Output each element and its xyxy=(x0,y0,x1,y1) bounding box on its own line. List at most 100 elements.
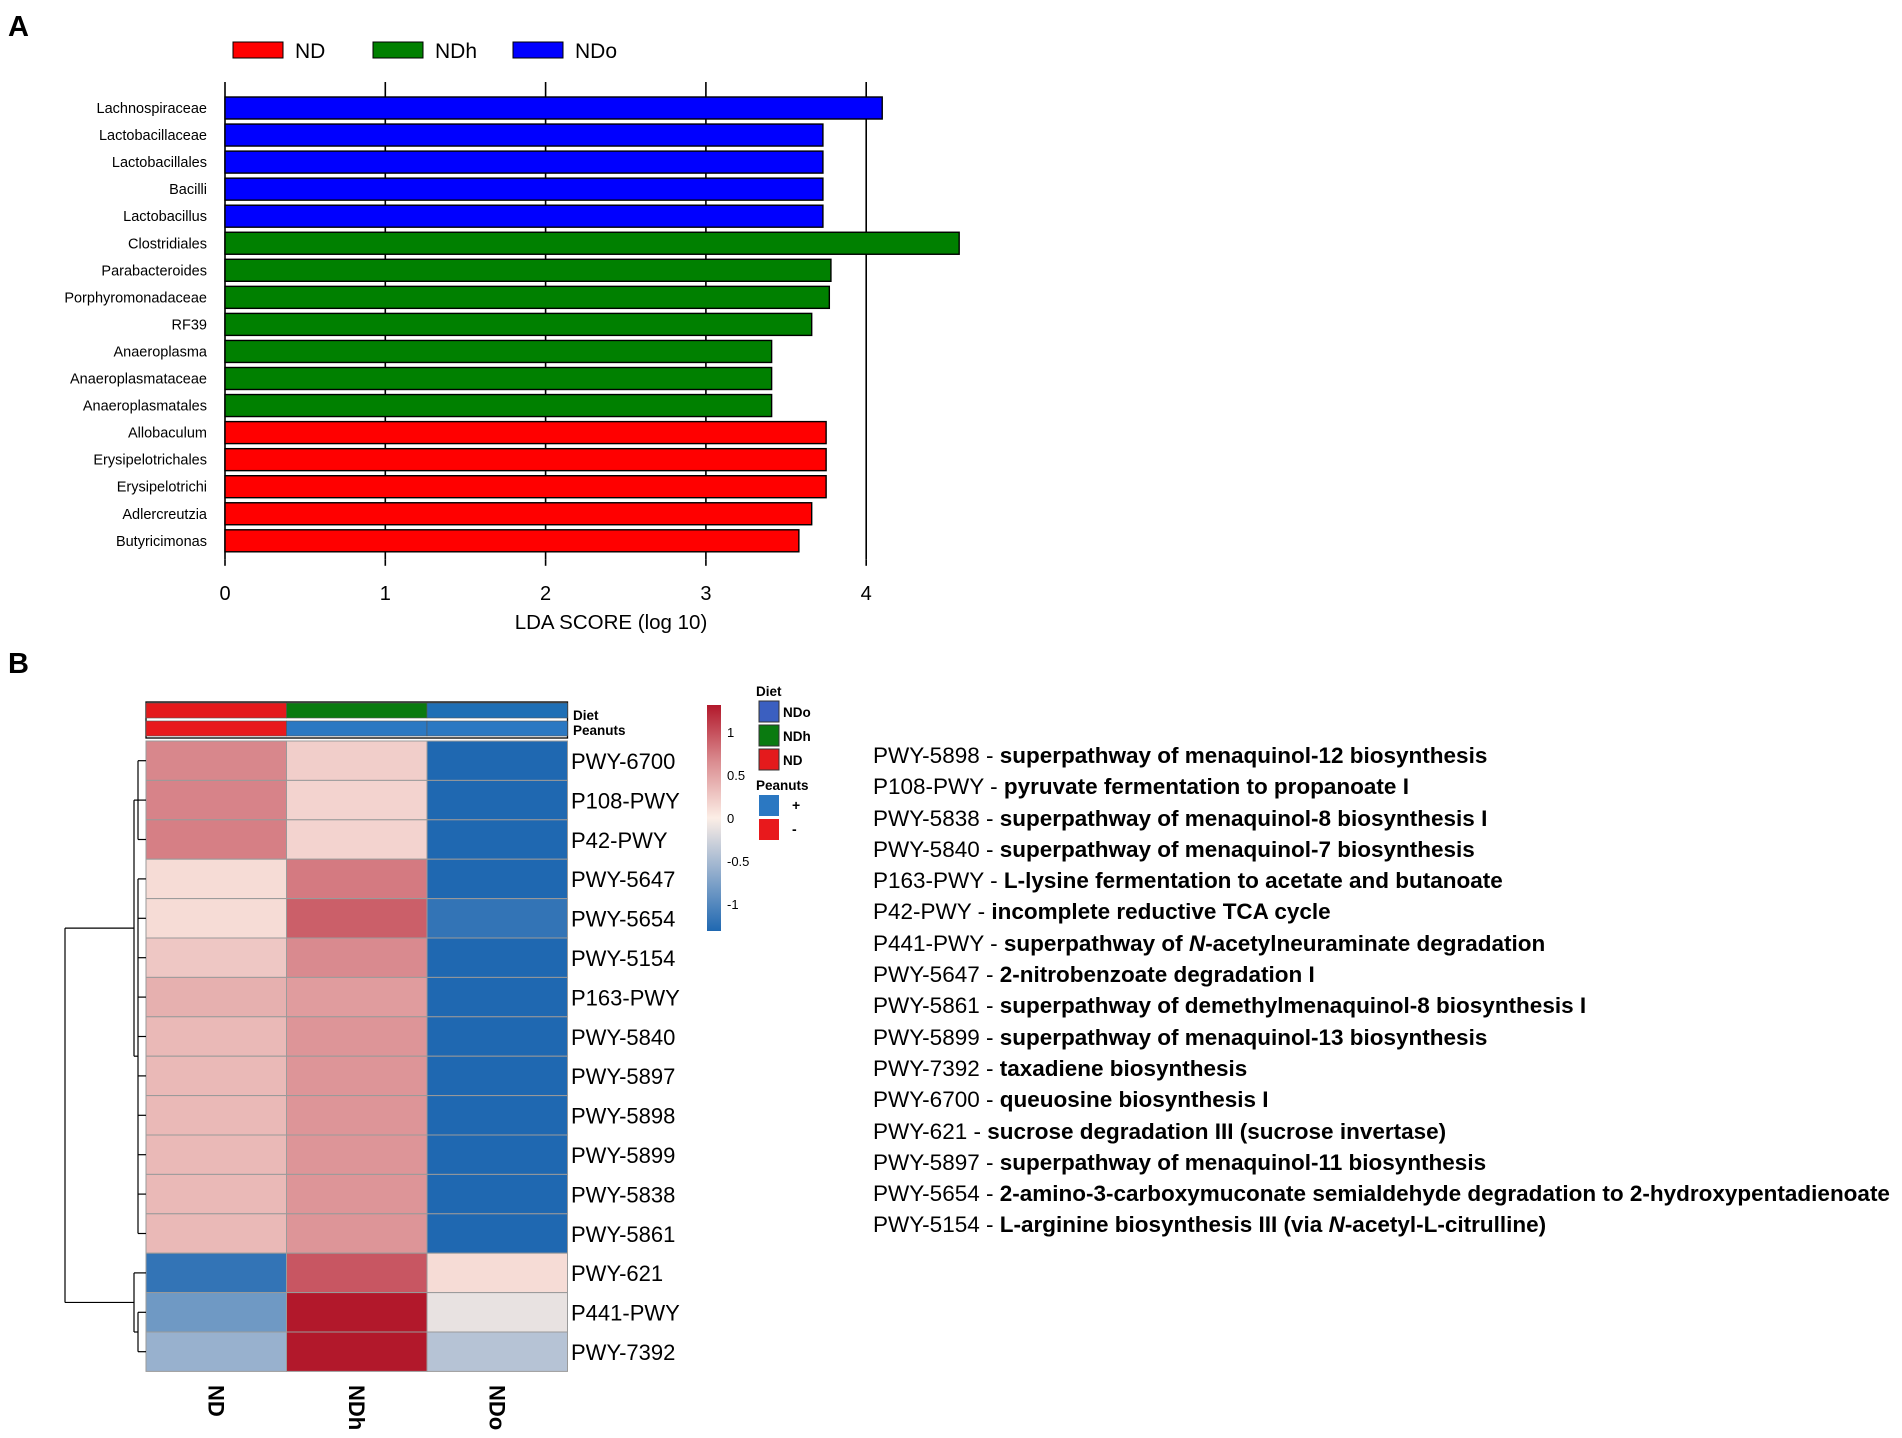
pathway-name-part: taxadiene biosynthesis xyxy=(999,1055,1248,1081)
pathway-name-part: -acetyl-L-citrulline) xyxy=(1344,1212,1547,1238)
pathway-code: PWY-5654 - xyxy=(873,1181,1000,1207)
heat-row-label-pwy-5154: PWY-5154 xyxy=(571,946,675,971)
pathway-row: PWY-5897 - superpathway of menaquinol-11… xyxy=(873,1147,1893,1178)
heat-cell xyxy=(145,1055,287,1097)
bar-porphyromonadaceae xyxy=(224,285,831,310)
bar-label-erysipelotrichales: Erysipelotrichales xyxy=(93,453,207,469)
heat-cell xyxy=(426,740,568,781)
pathway-code: PWY-5897 - xyxy=(873,1149,1000,1175)
peanuts-legend-swatch-minus xyxy=(759,819,779,840)
heat-cell xyxy=(426,1095,568,1136)
heat-cell xyxy=(145,858,287,900)
heat-cell xyxy=(145,1213,287,1254)
bar-lactobacillales xyxy=(224,150,824,174)
bar-bacilli xyxy=(224,177,824,201)
pathway-row: PWY-5838 - superpathway of menaquinol-8 … xyxy=(873,803,1893,834)
pathway-row: PWY-5861 - superpathway of demethylmenaq… xyxy=(873,990,1893,1021)
pathway-name: 2-amino-3-carboxymuconate semialdehyde d… xyxy=(1000,1181,1890,1206)
pathway-code: P42-PWY - xyxy=(873,899,992,925)
pathway-row: P441-PWY - superpathway of N-acetylneura… xyxy=(873,928,1893,959)
pathway-name-part: incomplete reductive TCA cycle xyxy=(991,899,1331,925)
bar-anaeroplasmataceae xyxy=(224,366,773,391)
pathway-row: PWY-5654 - 2-amino-3-carboxymuconate sem… xyxy=(873,1178,1893,1209)
panel-label-a: A xyxy=(8,11,29,43)
pathway-row: PWY-5154 - L-arginine biosynthesis III (… xyxy=(873,1209,1893,1240)
peanuts-legend-title: Peanuts xyxy=(756,778,809,793)
pathway-code: PWY-5898 - xyxy=(873,743,1000,768)
heat-cell xyxy=(426,819,568,860)
heat-cell xyxy=(145,819,287,860)
bar-label-parabacteroides: Parabacteroides xyxy=(101,263,207,279)
heat-cell xyxy=(145,779,287,821)
heat-cell xyxy=(145,1252,287,1294)
colorbar-tick-label: 0.5 xyxy=(727,768,745,783)
diet-legend-title: Diet xyxy=(756,684,782,699)
pathway-name-part: 2-nitrobenzoate degradation I xyxy=(999,962,1315,988)
heat-row-label-pwy-6700: PWY-6700 xyxy=(571,749,675,774)
pathway-code: PWY-5840 - xyxy=(873,836,1000,862)
heat-cell xyxy=(426,1134,568,1175)
pathway-name-part: superpathway of menaquinol-8 biosynthesi… xyxy=(999,805,1488,831)
heat-cell xyxy=(145,1016,287,1057)
panel-label-b: B xyxy=(8,648,29,680)
heat-cell xyxy=(145,740,287,781)
heat-cell xyxy=(426,1331,568,1372)
heat-cell xyxy=(426,937,568,978)
heat-cell xyxy=(426,779,568,821)
pathway-row: PWY-5840 - superpathway of menaquinol-7 … xyxy=(873,834,1893,865)
heat-cell xyxy=(145,898,287,939)
peanuts-annotation-plus xyxy=(286,720,428,737)
heat-cell xyxy=(286,1016,428,1057)
bar-label-anaeroplasmataceae: Anaeroplasmataceae xyxy=(70,372,207,388)
pathway-name-part: superpathway of demethylmenaquinol-8 bio… xyxy=(999,993,1587,1019)
heat-col-label-ndo: NDo xyxy=(484,1385,509,1430)
x-tick-label-4: 4 xyxy=(861,583,872,605)
peanuts-legend-label-minus: - xyxy=(792,821,797,837)
legend-label-NDo: NDo xyxy=(575,40,617,63)
heat-cell xyxy=(286,937,428,978)
pathway-name-part: 2-amino-3-carboxymuconate semialdehyde d… xyxy=(999,1181,1890,1207)
heat-row-label-pwy-621: PWY-621 xyxy=(571,1261,663,1286)
bar-lachnospiraceae xyxy=(224,96,883,120)
heat-cell xyxy=(426,1173,568,1215)
heat-cell xyxy=(426,1213,568,1254)
x-tick-label-0: 0 xyxy=(219,583,230,605)
heat-cell xyxy=(145,1173,287,1215)
pathway-name-part: -acetylneuraminate degradation xyxy=(1205,930,1546,956)
heat-cell xyxy=(286,1331,428,1372)
heat-row-label-p163-pwy: P163-PWY xyxy=(571,985,680,1010)
heat-row-label-pwy-5840: PWY-5840 xyxy=(571,1025,675,1050)
bar-erysipelotrichi xyxy=(224,475,827,499)
peanuts-legend-label-plus: + xyxy=(792,797,800,813)
bar-label-erysipelotrichi: Erysipelotrichi xyxy=(117,480,207,496)
heat-row-label-pwy-5897: PWY-5897 xyxy=(571,1064,675,1089)
bar-label-porphyromonadaceae: Porphyromonadaceae xyxy=(64,290,207,306)
x-axis-title: LDA SCORE (log 10) xyxy=(515,611,708,634)
heat-cell xyxy=(286,1134,428,1175)
bar-butyricimonas xyxy=(224,529,800,553)
legend-label-NDh: NDh xyxy=(435,40,477,63)
pathway-code: PWY-6700 - xyxy=(873,1087,1000,1113)
pathway-name: incomplete reductive TCA cycle xyxy=(991,899,1330,924)
bar-rf39 xyxy=(224,312,813,337)
pathway-name-part: sucrose degradation III (sucrose inverta… xyxy=(987,1118,1447,1144)
heat-cell xyxy=(145,1331,287,1372)
pathway-name: superpathway of menaquinol-12 biosynthes… xyxy=(1000,743,1488,768)
x-tick-label-3: 3 xyxy=(700,583,711,605)
pathway-name: queuosine biosynthesis I xyxy=(1000,1087,1269,1112)
pathway-code: PWY-7392 - xyxy=(873,1055,1000,1081)
heat-cell xyxy=(286,976,428,1018)
bar-label-lachnospiraceae: Lachnospiraceae xyxy=(97,101,207,117)
x-tick-label-1: 1 xyxy=(380,583,391,605)
heat-cell xyxy=(145,937,287,978)
pathway-row: PWY-5647 - 2-nitrobenzoate degradation I xyxy=(873,959,1893,990)
pathway-code: PWY-5899 - xyxy=(873,1024,1000,1050)
diet-legend-label-nd: ND xyxy=(783,753,803,768)
diet-legend-label-ndh: NDh xyxy=(783,729,811,744)
bar-adlercreutzia xyxy=(224,502,813,526)
heat-cell xyxy=(286,1173,428,1215)
heat-cell xyxy=(426,1292,568,1333)
heat-cell xyxy=(426,898,568,939)
pathway-descriptions: PWY-5898 - superpathway of menaquinol-12… xyxy=(873,740,1893,1241)
